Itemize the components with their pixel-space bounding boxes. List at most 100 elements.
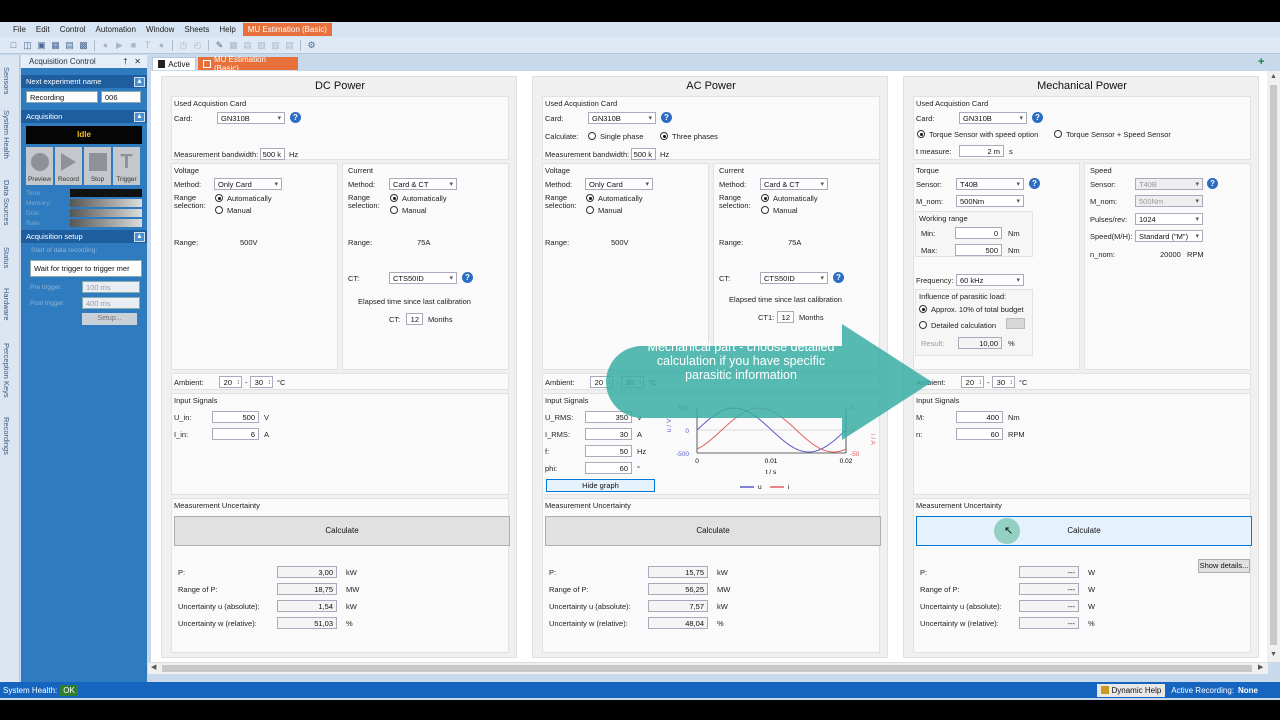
ac-irms-input[interactable]: 30 xyxy=(585,428,632,440)
rail-tab-status[interactable]: Status xyxy=(2,247,11,269)
trigger-icon[interactable]: T xyxy=(144,40,151,50)
ac-card-select[interactable]: GN310B xyxy=(588,112,656,124)
rail-tab-hardware[interactable]: Hardware xyxy=(2,288,11,321)
add-tab-icon[interactable]: + xyxy=(1258,56,1265,68)
t-measure-input[interactable]: 2 m xyxy=(959,145,1004,157)
menu-window[interactable]: Window xyxy=(145,25,175,34)
layout-icon[interactable]: ▧ xyxy=(257,39,266,50)
rail-tab-sensors[interactable]: Sensors xyxy=(2,67,11,95)
dc-voltage-auto-radio[interactable] xyxy=(215,194,223,202)
tab-mu-estimation[interactable]: MU Estimation (Basic) xyxy=(198,55,298,73)
help-icon[interactable]: ? xyxy=(462,272,473,283)
stop-button[interactable]: Stop xyxy=(84,147,111,185)
dc-voltage-manual-radio[interactable] xyxy=(215,206,223,214)
stop-icon[interactable]: ■ xyxy=(130,40,137,50)
collapse-icon[interactable]: ▲ xyxy=(134,231,145,242)
settings-gear-icon[interactable]: ⚙ xyxy=(307,39,316,50)
edit-sheet-icon[interactable]: ✎ xyxy=(215,39,224,50)
vertical-scroll-thumb[interactable] xyxy=(1270,85,1277,645)
speed-mh-select[interactable]: Standard ("M") xyxy=(1135,230,1203,242)
rail-tab-recordings[interactable]: Recordings xyxy=(2,417,11,455)
show-details-button[interactable]: Show details... xyxy=(1198,559,1250,573)
ac-ct-select[interactable]: CTS50ID xyxy=(760,272,828,284)
mech-calculate-button[interactable]: Calculate xyxy=(916,516,1252,546)
start-trigger-select[interactable]: Wait for trigger to trigger mer xyxy=(30,260,142,277)
play-icon[interactable]: ▶ xyxy=(116,39,123,50)
mech-ambient-max-spinner[interactable]: 30 xyxy=(992,376,1015,388)
m-nom-select[interactable]: 500Nm xyxy=(956,195,1024,207)
save-icon[interactable]: ▣ xyxy=(37,39,46,50)
menu-edit[interactable]: Edit xyxy=(35,25,50,34)
microphone-icon[interactable]: ● xyxy=(158,40,165,50)
ac-three-phases-radio[interactable] xyxy=(660,132,668,140)
scroll-up-icon[interactable]: ▲ xyxy=(1270,73,1277,80)
help-icon[interactable]: ? xyxy=(833,272,844,283)
help-icon[interactable]: ? xyxy=(1029,178,1040,189)
help-icon[interactable]: ? xyxy=(1032,112,1043,123)
menu-automation[interactable]: Automation xyxy=(95,25,136,34)
menu-file[interactable]: File xyxy=(13,25,26,34)
dc-calculate-button[interactable]: Calculate xyxy=(174,516,510,546)
mech-m-input[interactable]: 400 xyxy=(956,411,1003,423)
speed-sensor-select[interactable]: T40B xyxy=(1135,178,1203,190)
ac-voltage-method-select[interactable]: Only Card xyxy=(585,178,653,190)
menu-control[interactable]: Control xyxy=(59,25,86,34)
pre-trigger-input[interactable]: 100 ms xyxy=(82,281,140,293)
help-icon[interactable]: ? xyxy=(1207,178,1218,189)
alarm-icon[interactable]: ◴ xyxy=(193,39,202,50)
help-icon[interactable]: ? xyxy=(290,112,301,123)
approx-budget-radio[interactable] xyxy=(919,305,927,313)
speed-m-nom-select[interactable]: 500Nm xyxy=(1135,195,1203,207)
close-icon[interactable]: ✕ xyxy=(134,57,141,66)
torque-sensor-select[interactable]: T40B xyxy=(956,178,1024,190)
recording-name-input[interactable]: Recording xyxy=(26,91,98,103)
detailed-calculation-radio[interactable] xyxy=(919,321,927,329)
scroll-down-icon[interactable]: ▼ xyxy=(1270,651,1277,658)
tab-active[interactable]: Active xyxy=(152,57,196,70)
setup-button[interactable]: Setup... xyxy=(82,313,137,325)
detailed-calculation-button[interactable] xyxy=(1006,318,1025,329)
dc-current-auto-radio[interactable] xyxy=(390,194,398,202)
dc-i-in-input[interactable]: 6 xyxy=(212,428,259,440)
ac-f-input[interactable]: 50 xyxy=(585,445,632,457)
pulses-rev-select[interactable]: 1024 xyxy=(1135,213,1203,225)
ac-voltage-manual-radio[interactable] xyxy=(586,206,594,214)
dc-ct-months-input[interactable]: 12 xyxy=(406,313,423,325)
ac-current-auto-radio[interactable] xyxy=(761,194,769,202)
dc-voltage-method-select[interactable]: Only Card xyxy=(214,178,282,190)
dc-card-select[interactable]: GN310B xyxy=(217,112,285,124)
ac-voltage-auto-radio[interactable] xyxy=(586,194,594,202)
open-folder-icon[interactable]: ◫ xyxy=(23,39,32,50)
mech-ambient-min-spinner[interactable]: 20 xyxy=(961,376,984,388)
record-button[interactable]: Record xyxy=(55,147,82,185)
scroll-left-icon[interactable]: ◀ xyxy=(151,664,157,671)
save-as-icon[interactable]: ▤ xyxy=(65,39,74,50)
preview-button[interactable]: Preview xyxy=(26,147,53,185)
ac-single-phase-radio[interactable] xyxy=(588,132,596,140)
ac-ct1-months-input[interactable]: 12 xyxy=(777,311,794,323)
new-file-icon[interactable]: □ xyxy=(10,40,17,50)
menu-sheets[interactable]: Sheets xyxy=(184,25,210,34)
rail-tab-system-health[interactable]: System Health xyxy=(2,110,11,159)
torque-plus-speed-radio[interactable] xyxy=(1054,130,1062,138)
ac-calculate-button[interactable]: Calculate xyxy=(545,516,881,546)
help-icon[interactable]: ? xyxy=(661,112,672,123)
ac-current-method-select[interactable]: Card & CT xyxy=(760,178,828,190)
recording-number-input[interactable]: 006 xyxy=(101,91,141,103)
rows-icon[interactable]: ▤ xyxy=(285,39,294,50)
dynamic-help-button[interactable]: Dynamic Help xyxy=(1096,683,1166,697)
table-icon[interactable]: ▤ xyxy=(243,39,252,50)
trigger-button[interactable]: T Trigger xyxy=(113,147,140,185)
ac-bandwidth-input[interactable]: 500 k xyxy=(631,148,656,160)
dc-u-in-input[interactable]: 500 xyxy=(212,411,259,423)
save-all-icon[interactable]: ▩ xyxy=(79,39,88,50)
columns-icon[interactable]: ▥ xyxy=(271,39,280,50)
dc-ambient-min-spinner[interactable]: 20 xyxy=(219,376,242,388)
vertical-scrollbar[interactable]: ▲ ▼ xyxy=(1267,71,1280,662)
post-trigger-input[interactable]: 400 ms xyxy=(82,297,140,309)
torque-speed-option-radio[interactable] xyxy=(917,130,925,138)
ac-phi-input[interactable]: 60 xyxy=(585,462,632,474)
collapse-icon[interactable]: ▲ xyxy=(134,111,145,122)
dc-bandwidth-input[interactable]: 500 k xyxy=(260,148,285,160)
rail-tab-perception-keys[interactable]: Perception Keys xyxy=(2,343,11,398)
